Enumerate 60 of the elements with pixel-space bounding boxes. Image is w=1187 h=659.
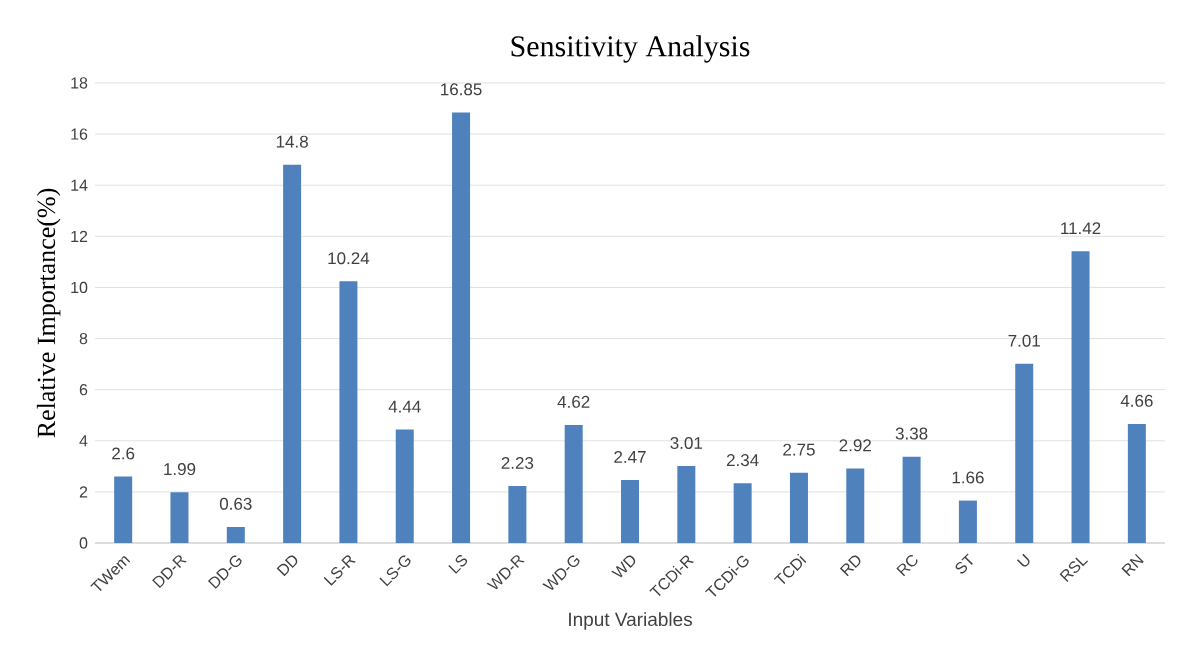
data-label: 2.23 <box>501 456 534 469</box>
x-tick-label: RD <box>839 555 861 577</box>
x-tick-label: U <box>1016 553 1030 567</box>
bar <box>114 476 133 543</box>
data-label: 4.66 <box>1120 394 1153 407</box>
bar <box>733 483 752 543</box>
x-tick-label: ST <box>955 553 973 574</box>
data-label: 1.99 <box>164 463 196 476</box>
y-tick-label: 14 <box>71 179 88 191</box>
data-label: 11.42 <box>1061 222 1101 235</box>
data-label: 10.24 <box>328 252 370 265</box>
data-label: 2.75 <box>783 443 815 456</box>
y-tick-label: 10 <box>71 281 88 294</box>
data-label: 1.66 <box>952 471 984 484</box>
y-tick-label: 4 <box>79 435 88 447</box>
bar <box>677 466 696 543</box>
bar <box>1127 423 1146 543</box>
y-tick-label: 2 <box>79 486 88 498</box>
bar <box>902 456 921 543</box>
x-axis-title: Input Variables <box>569 612 692 630</box>
data-label: 4.62 <box>557 395 590 408</box>
data-label: 2.6 <box>112 447 135 460</box>
bar <box>846 468 865 543</box>
bar <box>621 479 640 543</box>
data-label: 16.85 <box>441 83 482 96</box>
y-tick-label: 16 <box>71 128 88 140</box>
bar <box>508 486 527 543</box>
chart-title: Sensitivity Analysis <box>511 35 750 63</box>
bar <box>958 500 977 543</box>
data-label: 0.63 <box>219 497 252 510</box>
data-label: 3.01 <box>670 436 703 449</box>
bar <box>789 472 808 543</box>
bar <box>339 281 358 543</box>
x-tick-label: LS <box>448 555 468 574</box>
data-label: 4.44 <box>388 400 421 413</box>
data-label: 2.92 <box>839 439 871 452</box>
data-label: 2.47 <box>614 450 646 463</box>
bar <box>1015 363 1034 543</box>
y-tick-label: 0 <box>79 537 88 549</box>
x-tick-label: RN <box>1121 553 1144 577</box>
bar <box>170 492 189 543</box>
bar <box>452 112 471 543</box>
bar <box>1071 251 1090 543</box>
y-tick-label: 12 <box>71 230 88 242</box>
bar <box>395 429 414 543</box>
bar <box>283 164 302 543</box>
x-tick-label: WD <box>611 555 636 578</box>
y-tick-label: 18 <box>71 77 88 89</box>
data-label: 2.34 <box>726 454 759 467</box>
y-axis-title: Relative Importance(%) <box>36 188 61 438</box>
y-tick-label: 6 <box>79 384 88 396</box>
x-tick-label: RC <box>896 555 918 577</box>
x-tick-label: RSL <box>1059 557 1089 582</box>
bar <box>226 526 245 543</box>
bar <box>564 424 583 543</box>
data-label: 3.38 <box>895 427 928 440</box>
x-tick-label: DD <box>276 555 298 577</box>
data-label: 14.8 <box>276 135 308 148</box>
data-label: 7.01 <box>1008 334 1040 347</box>
y-tick-label: 8 <box>79 332 88 345</box>
